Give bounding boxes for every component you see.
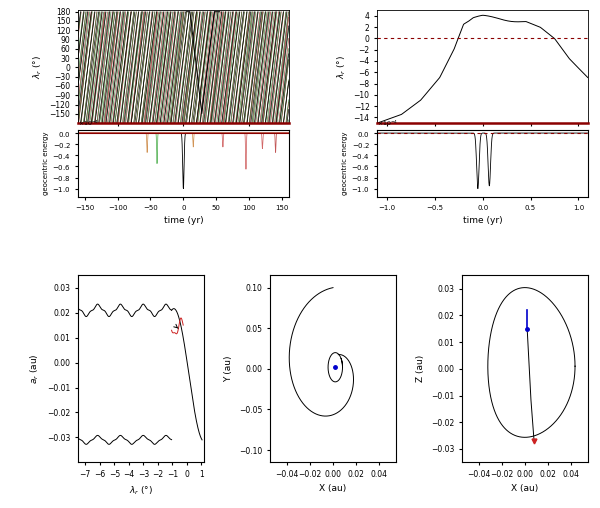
X-axis label: time (yr): time (yr) bbox=[164, 216, 203, 225]
X-axis label: X (au): X (au) bbox=[511, 485, 539, 493]
Y-axis label: $\lambda_r$ (°): $\lambda_r$ (°) bbox=[335, 54, 348, 79]
Y-axis label: $a_r$ (au): $a_r$ (au) bbox=[29, 354, 41, 384]
X-axis label: time (yr): time (yr) bbox=[463, 216, 502, 225]
X-axis label: $\lambda_r$ (°): $\lambda_r$ (°) bbox=[129, 485, 153, 497]
Y-axis label: geocentric energy: geocentric energy bbox=[342, 132, 348, 196]
X-axis label: X (au): X (au) bbox=[319, 485, 347, 493]
Y-axis label: geocentric energy: geocentric energy bbox=[43, 132, 49, 196]
Y-axis label: Z (au): Z (au) bbox=[416, 355, 425, 383]
Y-axis label: $\lambda_r$ (°): $\lambda_r$ (°) bbox=[31, 54, 44, 79]
Y-axis label: Y (au): Y (au) bbox=[224, 356, 233, 382]
